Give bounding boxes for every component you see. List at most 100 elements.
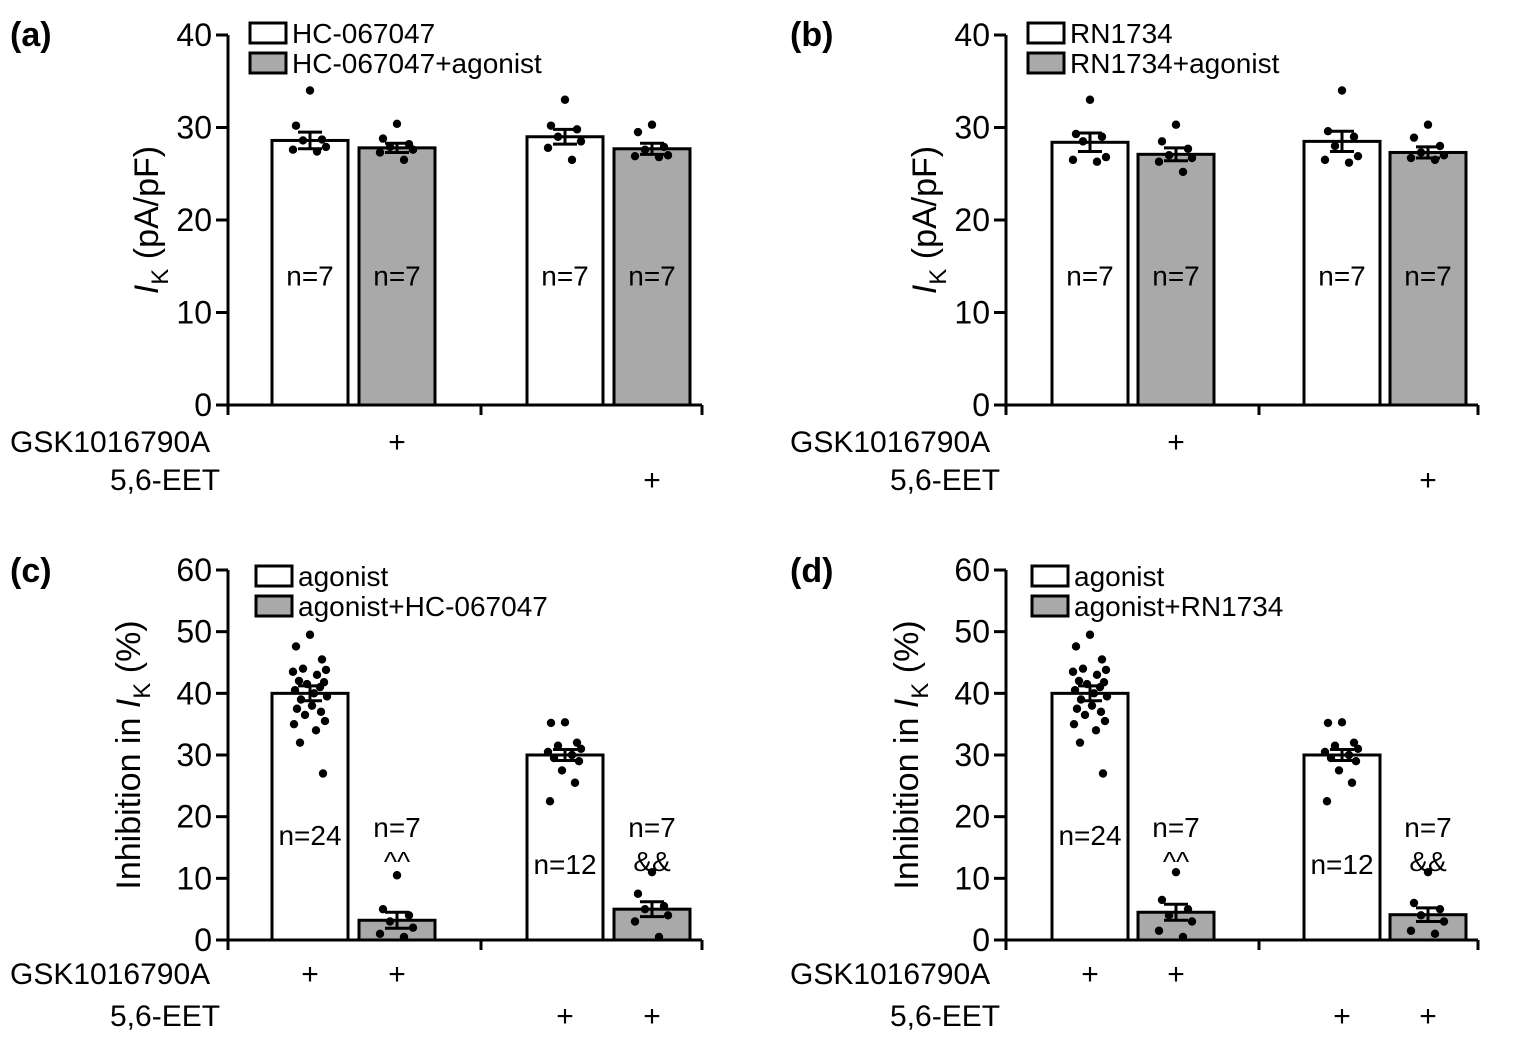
n-label: n=7 [541, 261, 589, 292]
data-point [1334, 766, 1344, 775]
data-point [305, 630, 315, 639]
data-point [1330, 741, 1340, 750]
data-point [1337, 718, 1347, 727]
n-label: n=7 [1404, 812, 1452, 843]
data-point [630, 917, 640, 926]
y-axis-label-main: I [906, 284, 944, 294]
data-point [291, 121, 301, 130]
y-axis-label-unit: (pA/pF) [906, 146, 944, 269]
n-label: n=7 [373, 261, 421, 292]
data-point [1409, 133, 1419, 142]
data-point [375, 929, 385, 939]
data-point [311, 726, 321, 735]
y-tick-label: 50 [954, 614, 990, 650]
data-point [654, 152, 664, 162]
y-tick-label: 30 [954, 110, 990, 146]
data-point [1171, 867, 1181, 877]
legend-label: agonist+RN1734 [1074, 591, 1283, 622]
legend-swatch [248, 51, 288, 75]
data-point [560, 718, 570, 727]
data-point [1435, 141, 1445, 151]
data-point [576, 744, 586, 754]
data-point [392, 119, 402, 128]
data-point [1157, 137, 1167, 146]
data-point [378, 904, 388, 914]
n-label: n=24 [1058, 820, 1121, 851]
bar [270, 691, 350, 942]
panel-c: (c) 0 10 20 30 40 50 60 Inhibition in IK (%) agon… [10, 552, 704, 1033]
legend-label: agonist [1074, 561, 1165, 592]
y-tick-label: 0 [972, 387, 990, 423]
data-point [1423, 120, 1433, 129]
y-tick-label: 60 [954, 552, 990, 588]
data-point [404, 911, 414, 920]
data-point [1183, 904, 1193, 914]
data-point [1101, 665, 1111, 675]
y-axis-label-sub: K [925, 269, 952, 285]
data-point [545, 797, 555, 806]
data-point [1154, 926, 1164, 935]
data-point [298, 664, 308, 673]
data-point [1100, 716, 1110, 726]
data-point [553, 741, 563, 750]
data-point [1187, 917, 1197, 926]
y-tick-label: 30 [954, 737, 990, 773]
y-axis-label: IK (pA/pF) [128, 146, 174, 294]
y-axis-label-unit: (pA/pF) [128, 146, 166, 269]
data-point [292, 704, 302, 713]
data-point [1406, 153, 1416, 163]
data-point [399, 932, 409, 942]
data-point [567, 750, 577, 760]
data-point [1353, 151, 1363, 161]
row-label: GSK1016790A [10, 958, 210, 991]
data-point [1076, 695, 1086, 704]
n-label: n=7 [1066, 261, 1114, 292]
data-point [546, 121, 556, 130]
bar [525, 753, 605, 942]
y-tick-label: 0 [972, 922, 990, 958]
y-axis-label-sub: K [907, 683, 934, 699]
condition-marker: + [556, 1000, 574, 1033]
data-point [399, 155, 409, 165]
legend-swatch [248, 21, 288, 45]
data-point [312, 147, 322, 156]
legend-label: agonist [298, 561, 389, 592]
data-point [289, 719, 299, 729]
row-label: GSK1016790A [790, 958, 990, 991]
data-point [288, 667, 298, 676]
data-point [290, 686, 300, 695]
condition-marker: + [643, 464, 661, 497]
y-axis-label-main: Inhibition in [110, 708, 148, 889]
data-point [1344, 158, 1354, 167]
y-tick-label: 20 [954, 202, 990, 238]
n-label: n=7 [1318, 261, 1366, 292]
data-point [1423, 867, 1433, 877]
data-point [1178, 167, 1188, 177]
data-point [1430, 929, 1440, 939]
data-point [647, 867, 657, 877]
n-label: n=24 [278, 820, 341, 851]
data-point [295, 738, 305, 747]
y-axis-label-sub: K [129, 683, 156, 699]
data-point [307, 701, 317, 710]
data-point [321, 665, 331, 675]
data-point [1154, 157, 1164, 166]
data-point [553, 132, 563, 141]
legend-swatch [1030, 564, 1070, 588]
y-tick-label: 40 [176, 675, 212, 711]
data-point [316, 707, 326, 717]
legend-label: RN1734 [1070, 18, 1173, 49]
y-axis-label: Inhibition in IK (%) [888, 620, 934, 889]
data-point [1353, 744, 1363, 754]
data-point [574, 756, 584, 766]
bar [1050, 691, 1130, 942]
data-point [1171, 120, 1181, 129]
row-label: 5,6-EET [890, 1000, 1000, 1033]
y-tick-label: 0 [194, 387, 212, 423]
n-label: n=7 [628, 261, 676, 292]
y-axis-label: Inhibition in IK (%) [110, 620, 156, 889]
legend-swatch [254, 564, 294, 588]
data-point [1439, 151, 1449, 160]
data-point [288, 145, 298, 154]
y-axis-label-unit: (%) [110, 620, 148, 682]
